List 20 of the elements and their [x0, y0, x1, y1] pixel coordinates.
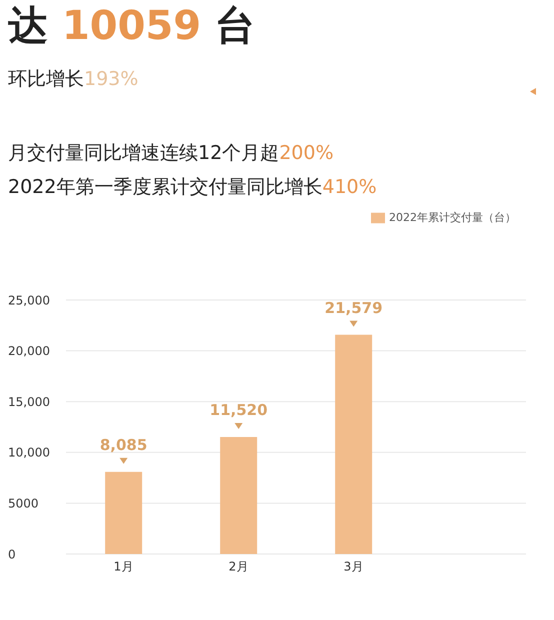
chart-subtitle: 环比增长193%: [8, 68, 138, 90]
y-tick-label: 15,000: [8, 394, 50, 409]
text: 2022年第一季度累计交付量同比增长410%: [8, 176, 377, 198]
legend-label: 2022年累计交付量（台）: [389, 211, 516, 224]
data-label: 11,520: [210, 400, 268, 419]
chart-title: 达 10059 台: [8, 3, 256, 49]
y-tick-label: 10,000: [8, 446, 50, 460]
bar: [105, 472, 142, 554]
bar: [335, 334, 372, 554]
data-label: 21,579: [324, 298, 383, 317]
y-tick-label: 5000: [8, 496, 39, 510]
bar: [220, 436, 258, 554]
y-tick-label: 25,000: [8, 293, 50, 308]
y-tick-label: 20,000: [8, 344, 50, 358]
x-tick-label: 2月: [228, 560, 248, 574]
text: 月交付量同比增速连续12个月超200%: [8, 142, 334, 164]
data-label: 8,085: [100, 436, 148, 454]
x-tick-label: 3月: [344, 560, 364, 574]
y-tick-label: 0: [8, 547, 16, 562]
x-tick-label: 1月: [114, 560, 134, 574]
